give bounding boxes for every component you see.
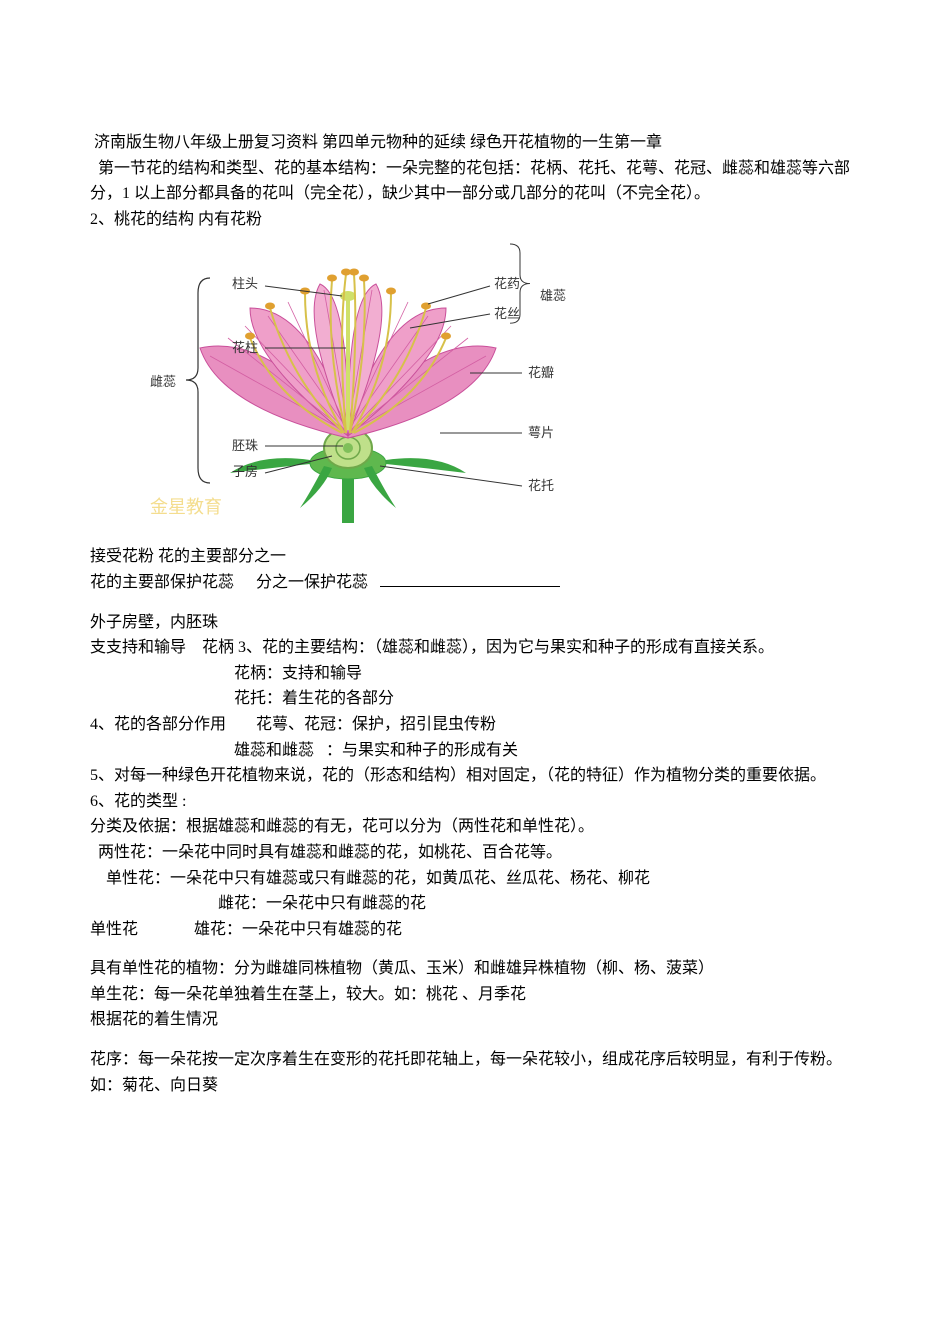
- line-section6: 6、花的类型 :: [90, 789, 855, 815]
- label-petal: 花瓣: [528, 365, 554, 380]
- spacer-4: [90, 1033, 855, 1047]
- spacer-2: [90, 596, 855, 610]
- line-unisexual: 单性花：一朵花中只有雄蕊或只有雌蕊的花，如黄瓜花、丝瓜花、杨花、柳花: [90, 866, 855, 892]
- line-male-flower-row: 单性花 雄花：一朵花中只有雄蕊的花: [90, 917, 855, 943]
- line-protect: 花的主要部保护花蕊 分之一保护花蕊: [90, 570, 855, 596]
- line-inflorescence: 花序：每一朵花按一定次序着生在变形的花托即花轴上，每一朵花较小，组成花序后较明显…: [90, 1047, 855, 1098]
- label-style: 花柱: [232, 340, 258, 355]
- label-stamen: 雄蕊: [540, 288, 566, 303]
- line-section5: 5、对每一种绿色开花植物来说，花的（形态和结构）相对固定，（花的特征）作为植物分…: [90, 763, 855, 789]
- line-stalk: 花柄：支持和输导: [90, 661, 855, 687]
- line-ovary-wall: 外子房壁，内胚珠: [90, 610, 855, 636]
- flower-diagram: 金星教育: [110, 238, 855, 528]
- label-ovule: 胚珠: [232, 438, 258, 453]
- line-classify: 分类及依据：根据雄蕊和雌蕊的有无，花可以分为（两性花和单性花）。: [90, 814, 855, 840]
- watermark-text: 金星教育: [150, 497, 222, 517]
- line-monoecious: 具有单性花的植物：分为雌雄同株植物（黄瓜、玉米）和雌雄异株植物（柳、杨、菠菜）: [90, 956, 855, 982]
- line-bisexual: 两性花：一朵花中同时具有雄蕊和雌蕊的花，如桃花、百合花等。: [90, 840, 855, 866]
- underline-blank: [380, 571, 560, 587]
- line-by-position: 根据花的着生情况: [90, 1007, 855, 1033]
- label-receptacle: 花托: [528, 478, 554, 493]
- line-pollen: 接受花粉 花的主要部分之一: [90, 544, 855, 570]
- spacer: [90, 534, 855, 544]
- label-filament: 花丝: [494, 306, 520, 321]
- spacer-3: [90, 942, 855, 956]
- section4-text: 花萼、花冠：保护，招引昆虫传粉: [256, 716, 496, 733]
- male-flower-text: 雄花：一朵花中只有雄蕊的花: [194, 921, 402, 938]
- section4-label: 4、花的各部分作用: [90, 716, 226, 733]
- section-2-heading: 2、桃花的结构 内有花粉: [90, 207, 855, 233]
- intro-paragraph: 第一节花的结构和类型、花的基本结构：一朵完整的花包括：花柄、花托、花萼、花冠、雌…: [90, 156, 855, 207]
- line-solitary: 单生花：每一朵花单独着生在茎上，较大。如：桃花 、月季花: [90, 982, 855, 1008]
- label-sepal: 萼片: [528, 425, 554, 440]
- label-ovary: 子房: [232, 464, 258, 479]
- line-stamen-pistil-func: 雄蕊和雌蕊 ：与果实和种子的形成有关: [90, 738, 855, 764]
- line-receptacle-func: 花托：着生花的各部分: [90, 686, 855, 712]
- protect-text-a: 花的主要部保护花蕊: [90, 574, 234, 591]
- label-anther: 花药: [494, 276, 520, 291]
- protect-text-b: 分之一保护花蕊: [256, 574, 368, 591]
- line-section4: 4、花的各部分作用 花萼、花冠：保护，招引昆虫传粉: [90, 712, 855, 738]
- title-line-1: 济南版生物八年级上册复习资料 第四单元物种的延续 绿色开花植物的一生第一章: [90, 130, 855, 156]
- label-pistil: 雌蕊: [150, 374, 176, 389]
- line-female-flower: 雌花：一朵花中只有雌蕊的花: [90, 891, 855, 917]
- unisexual-label: 单性花: [90, 921, 138, 938]
- label-stigma: 柱头: [232, 276, 258, 291]
- line-support: 支支持和输导 花柄 3、花的主要结构：（雄蕊和雌蕊），因为它与果实和种子的形成有…: [90, 635, 855, 661]
